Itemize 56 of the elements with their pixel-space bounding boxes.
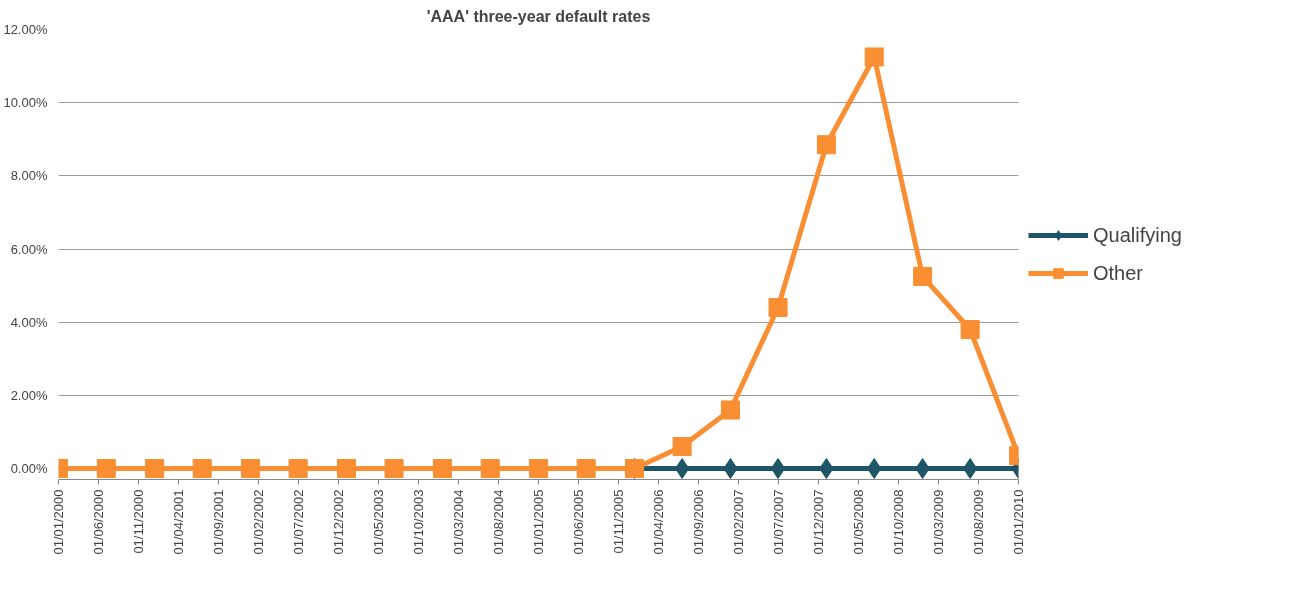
point [674,458,690,480]
point [96,459,116,479]
point [962,458,978,480]
y-tick-label: 6.00% [10,241,48,257]
point [145,459,165,479]
x-tick-label: 01/06/2000 [90,489,106,555]
x-tick-label: 01/11/2005 [611,489,627,554]
point [432,459,452,479]
point [913,266,933,286]
x-tick-label: 01/11/2000 [131,489,147,554]
x-tick-label: 01/04/2001 [170,489,186,555]
y-tick-label: 10.00% [3,95,48,111]
x-tick-label: 01/07/2002 [290,489,306,555]
y-tick-label: 0.00% [10,461,48,477]
x-tick-label: 01/01/2000 [51,489,66,555]
point [720,400,740,420]
x-tick-label: 01/10/2003 [410,489,426,555]
point [768,298,788,318]
y-tick-label: 2.00% [10,387,48,403]
point [337,459,357,479]
point [864,47,884,67]
x-tick-label: 01/09/2006 [690,489,706,555]
x-tick-label: 01/05/2008 [850,489,866,555]
x-tick-label: 01/03/2004 [450,489,466,555]
x-tick-label: 01/09/2001 [211,489,227,555]
point [770,458,786,480]
x-tick-label: 01/10/2008 [890,489,906,555]
y-tick-label: 4.00% [10,314,48,330]
point [384,459,404,479]
legend-label: Other [1093,261,1144,285]
point [192,459,212,479]
x-tick-label: 01/12/2002 [330,489,346,555]
x-tick-label: 01/05/2003 [370,489,386,555]
x-tick-label: 01/01/2010 [1011,489,1026,555]
x-tick-label: 01/01/2005 [531,489,547,555]
x-tick-label: 01/06/2005 [570,489,586,555]
x-tick-label: 01/08/2004 [490,489,506,555]
point [529,459,549,479]
x-tick-label: 01/03/2009 [930,489,946,555]
legend-label: Qualifying [1093,223,1182,247]
point [288,459,308,479]
x-tick-label: 01/08/2009 [970,489,986,555]
x-tick-label: 01/07/2007 [770,489,786,555]
x-tick-label: 01/12/2007 [810,489,826,555]
y-tick-label: 12.00% [3,22,48,37]
point [816,135,836,155]
point [480,459,500,479]
x-tick-label: 01/04/2006 [650,489,666,555]
y-tick-label: 8.00% [10,168,48,184]
point [672,437,692,457]
x-tick-label: 01/02/2002 [251,489,267,555]
point [960,320,980,339]
chart-title: 'AAA' three-year default rates [426,7,651,25]
point [576,459,596,479]
point [241,459,261,479]
x-tick-label: 01/02/2007 [731,489,747,555]
